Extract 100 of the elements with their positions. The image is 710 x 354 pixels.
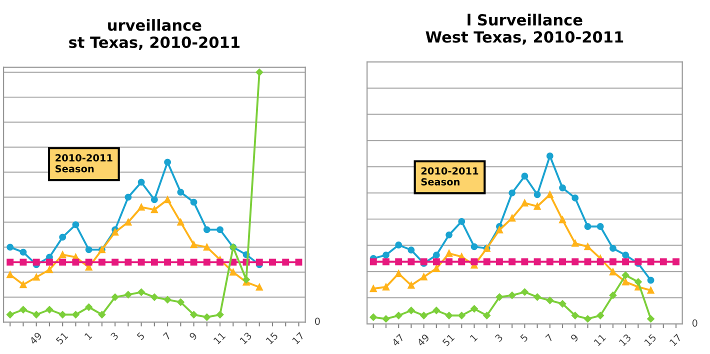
text: 0 bbox=[692, 319, 698, 327]
point bbox=[98, 258, 106, 266]
x-tick-label: 1 bbox=[84, 332, 92, 340]
x-tick-label: 49 bbox=[29, 332, 42, 345]
x-tick-label: 7 bbox=[545, 334, 554, 342]
point bbox=[72, 221, 80, 228]
point bbox=[559, 216, 566, 224]
point bbox=[124, 218, 132, 226]
point bbox=[177, 218, 184, 226]
point bbox=[85, 304, 92, 311]
point bbox=[470, 243, 478, 250]
point bbox=[394, 312, 402, 320]
point bbox=[458, 218, 466, 225]
x-tick-label: 5 bbox=[136, 332, 145, 340]
point bbox=[432, 258, 440, 266]
point bbox=[20, 306, 27, 314]
point bbox=[647, 315, 654, 323]
point bbox=[622, 252, 630, 259]
x-tick-label: 17 bbox=[292, 332, 304, 344]
point bbox=[647, 276, 654, 284]
point bbox=[546, 191, 554, 198]
point bbox=[59, 251, 66, 258]
x-tick-label: 11 bbox=[213, 332, 226, 344]
point bbox=[572, 194, 579, 202]
point bbox=[534, 191, 541, 198]
point bbox=[521, 172, 528, 180]
point bbox=[124, 291, 132, 298]
point bbox=[370, 314, 378, 321]
point bbox=[609, 258, 616, 266]
point bbox=[521, 258, 528, 266]
point bbox=[138, 288, 145, 296]
point bbox=[558, 300, 566, 308]
point bbox=[546, 296, 554, 304]
point bbox=[508, 258, 516, 266]
point bbox=[571, 312, 579, 320]
annotation: 2010-2011 Season bbox=[421, 167, 478, 186]
point bbox=[596, 223, 604, 230]
point bbox=[395, 242, 402, 248]
x-tick-label: 7 bbox=[162, 332, 172, 340]
point bbox=[596, 258, 604, 266]
chart-title: l Surveillance West Texas, 2010-2011 bbox=[426, 14, 624, 45]
x-tick-label: 3 bbox=[110, 332, 119, 340]
point bbox=[622, 272, 630, 279]
point bbox=[138, 204, 145, 211]
point bbox=[256, 258, 263, 266]
x-tick-label: 17 bbox=[669, 334, 682, 346]
point bbox=[458, 312, 466, 320]
point bbox=[458, 258, 466, 266]
point bbox=[420, 273, 428, 280]
point bbox=[46, 258, 53, 266]
point bbox=[203, 226, 210, 234]
x-tick-label: 15 bbox=[266, 332, 278, 344]
point bbox=[72, 258, 80, 266]
x-tick-label: 5 bbox=[520, 334, 528, 342]
point bbox=[584, 258, 592, 266]
point bbox=[150, 196, 158, 204]
point bbox=[584, 243, 592, 250]
point bbox=[420, 312, 428, 320]
x-tick-label: 11 bbox=[594, 334, 606, 346]
point bbox=[150, 206, 158, 214]
point bbox=[6, 244, 14, 251]
point bbox=[382, 283, 390, 290]
point bbox=[59, 234, 66, 241]
point bbox=[190, 198, 198, 206]
point bbox=[446, 231, 453, 238]
x-tick-label: 3 bbox=[494, 334, 504, 342]
point bbox=[112, 228, 119, 236]
point bbox=[609, 244, 616, 252]
point bbox=[6, 311, 14, 318]
point bbox=[470, 305, 478, 312]
point bbox=[32, 274, 40, 281]
x-tick-label: 13 bbox=[618, 334, 632, 346]
chart-title: urveillance st Texas, 2010-2011 bbox=[69, 19, 240, 50]
x-tick-label: 9 bbox=[570, 334, 579, 342]
point bbox=[446, 258, 453, 266]
point bbox=[85, 258, 92, 266]
point bbox=[150, 258, 158, 266]
point bbox=[521, 288, 528, 296]
point bbox=[203, 244, 210, 251]
point bbox=[496, 293, 504, 301]
point bbox=[521, 200, 528, 206]
point bbox=[508, 189, 516, 196]
point bbox=[508, 214, 516, 222]
point bbox=[190, 311, 198, 318]
point bbox=[20, 258, 27, 266]
point bbox=[138, 178, 145, 186]
point bbox=[446, 250, 453, 257]
point bbox=[408, 282, 415, 289]
point bbox=[203, 314, 211, 321]
point bbox=[20, 248, 27, 256]
point bbox=[203, 258, 210, 266]
point bbox=[112, 258, 119, 266]
point bbox=[596, 312, 604, 320]
point bbox=[622, 278, 630, 286]
point bbox=[111, 294, 119, 301]
point bbox=[164, 296, 172, 304]
point bbox=[164, 158, 172, 166]
point bbox=[177, 188, 184, 196]
point bbox=[559, 258, 566, 266]
point bbox=[190, 258, 198, 266]
